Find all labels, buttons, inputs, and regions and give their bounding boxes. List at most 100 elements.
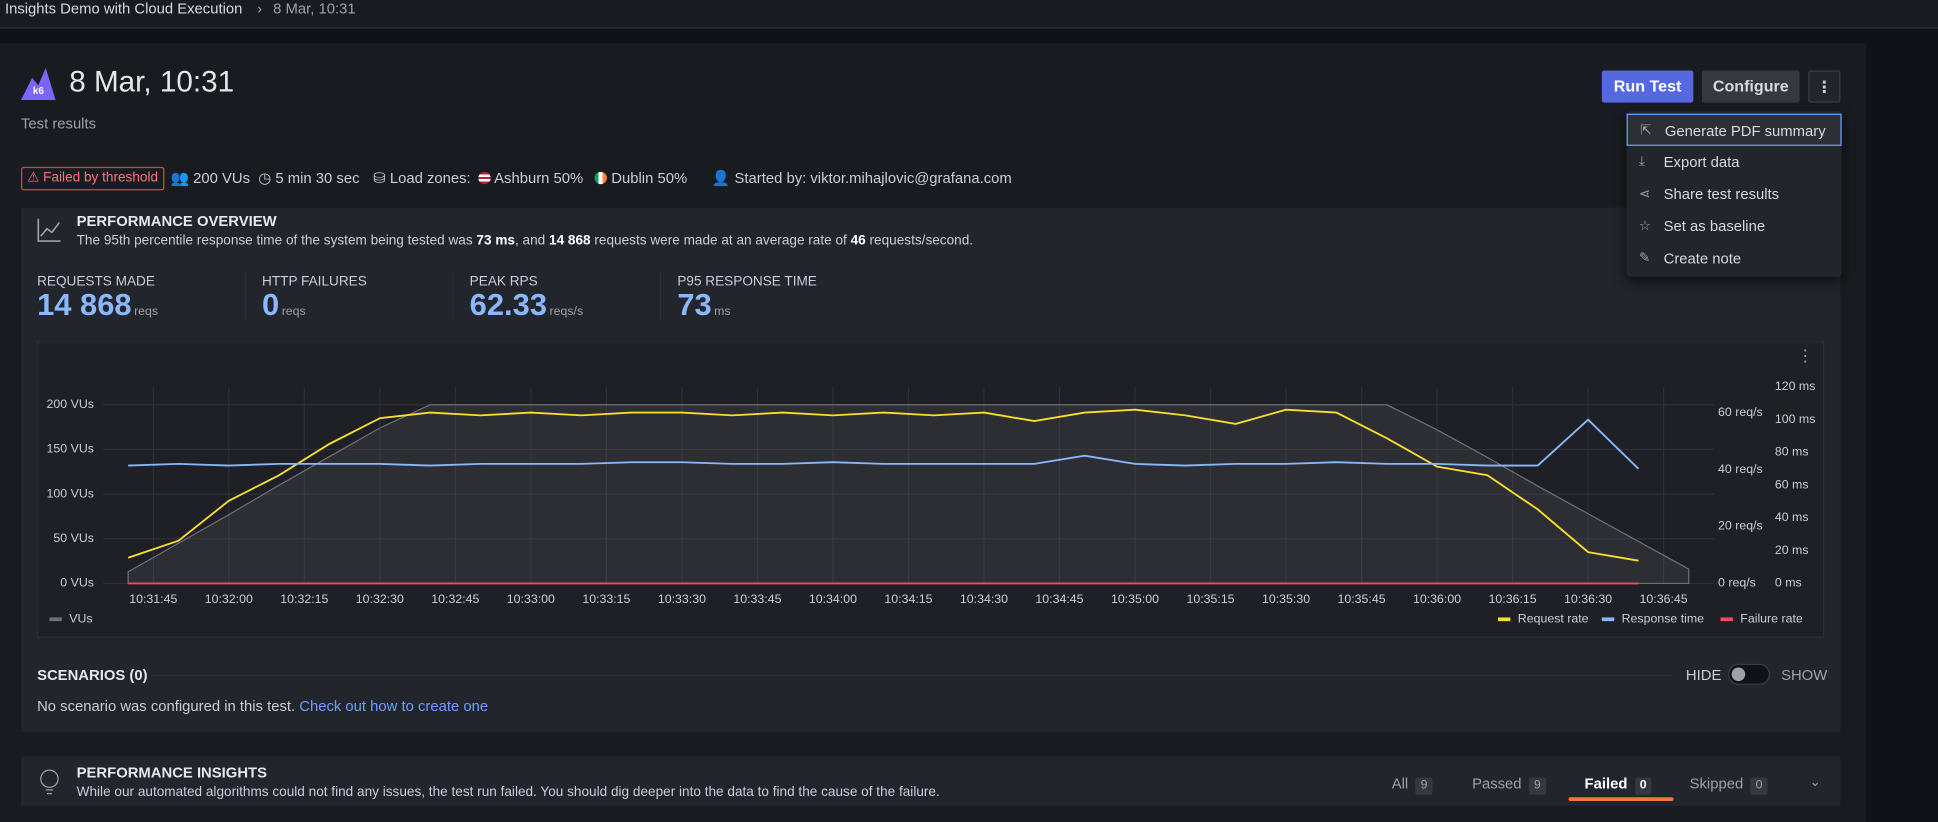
stat: 62.33 reqs/s	[470, 288, 583, 324]
zones-label: Load zones:	[389, 169, 471, 187]
menu-item[interactable]: ✎ Create note	[1627, 242, 1842, 274]
breadcrumb: 8 Mar, 10:31	[273, 0, 356, 18]
menu-label: Set as baseline	[1663, 217, 1766, 235]
started: Started by: viktor.mihajlovic@grafana.co…	[734, 169, 1012, 187]
stat-unit: reqs/s	[549, 305, 584, 319]
x-tick-label: 10:31:45	[129, 592, 177, 606]
x-tick-label: 10:33:45	[733, 592, 781, 606]
tab-underline	[1568, 797, 1674, 801]
menu-icon: ✎	[1638, 250, 1651, 266]
divider	[452, 271, 454, 322]
x-tick-label: 10:36:15	[1489, 592, 1537, 606]
us-flag	[478, 171, 491, 185]
menu-icon: ⇱	[1640, 123, 1652, 139]
tab-count: 9	[1415, 777, 1433, 795]
menu-icon: ⋖	[1638, 186, 1651, 202]
x-tick-label: 10:36:30	[1564, 592, 1612, 606]
menu-icon: ⤓	[1638, 154, 1645, 170]
toggle[interactable]	[1727, 663, 1770, 685]
meta-vus: 👥 200 VUs	[170, 169, 251, 187]
divider	[244, 271, 246, 322]
y-tick-label: 0 ms	[1775, 576, 1802, 590]
configure-button[interactable]: Configure	[1701, 70, 1800, 103]
scenarios-text: No scenario was configured in this test.…	[37, 697, 488, 714]
x-tick-label: 10:34:00	[809, 592, 857, 606]
y-tick-label: 80 ms	[1775, 445, 1809, 459]
y-tick-label: 40 req/s	[1718, 462, 1763, 476]
y-tick-label: 150 VUs	[47, 442, 94, 456]
ie-flag	[594, 171, 608, 185]
y-tick-label: 0 req/s	[1718, 576, 1756, 590]
menu-item[interactable]: ⤓ Export data	[1627, 146, 1842, 178]
y-tick-label: 100 ms	[1775, 412, 1816, 426]
stat: 73 ms	[677, 288, 730, 324]
tab-label: Failed	[1584, 775, 1628, 793]
vus: 200 VUs	[193, 169, 251, 187]
svg-text:k6: k6	[33, 86, 44, 97]
y-tick-label: 20 ms	[1775, 543, 1809, 557]
stat-unit: ms	[714, 305, 731, 319]
x-tick-label: 10:34:30	[960, 592, 1008, 606]
x-tick-label: 10:33:30	[658, 592, 706, 606]
chart-menu[interactable]: ⋮	[1797, 346, 1814, 365]
meta-started: 👤 Started by: viktor.mihajlovic@grafana.…	[711, 169, 1012, 187]
summary-part: 14 868	[549, 233, 591, 249]
summary-part: requests/second.	[865, 233, 974, 249]
insights-text: While our automated algorithms could not…	[76, 784, 940, 800]
scenarios-link[interactable]: Check out how to create one	[299, 697, 489, 715]
y-tick-label: 50 VUs	[53, 531, 94, 545]
more-button[interactable]: ⋮	[1808, 70, 1841, 103]
legend-label: Request rate	[1518, 612, 1589, 626]
stat: 14 868 reqs	[37, 288, 158, 324]
badge-text: Failed by threshold	[43, 170, 159, 186]
y-tick-label: 200 VUs	[47, 397, 94, 411]
stat-label: P95 RESPONSE TIME	[677, 274, 817, 290]
failed-badge: ⚠ Failed by threshold	[21, 166, 165, 191]
stat-value: 62.33	[469, 288, 548, 323]
menu-item[interactable]: ☆ Set as baseline	[1627, 210, 1842, 242]
y-tick-label: 120 ms	[1775, 379, 1816, 393]
insights-title: PERFORMANCE INSIGHTS	[76, 763, 267, 782]
hide-label: HIDE	[1685, 666, 1722, 684]
x-tick-label: 10:34:15	[884, 592, 932, 606]
subtitle: Test results	[21, 114, 97, 133]
summary-part: , and	[514, 233, 550, 249]
x-tick-label: 10:35:00	[1111, 592, 1159, 606]
overview-title: PERFORMANCE OVERVIEW	[76, 212, 277, 230]
tab[interactable]: Failed 0	[1585, 775, 1652, 795]
stat-value: 0	[262, 288, 280, 323]
x-tick-label: 10:32:30	[356, 592, 404, 606]
menu-item[interactable]: ⇱ Generate PDF summary	[1626, 113, 1842, 146]
y-tick-label: 60 ms	[1775, 477, 1809, 491]
line	[127, 408, 1639, 562]
stat-label: REQUESTS MADE	[37, 274, 155, 290]
tab[interactable]: All 9	[1392, 775, 1433, 795]
collapse[interactable]: ⌄	[1809, 775, 1821, 790]
scenarios-title: SCENARIOS (0)	[37, 666, 148, 684]
breadcrumb[interactable]: Insights Demo with Cloud Execution	[4, 0, 243, 18]
menu-label: Generate PDF summary	[1664, 122, 1826, 140]
tab-count: 0	[1750, 777, 1768, 795]
menu-item[interactable]: ⋖ Share test results	[1627, 178, 1842, 210]
stat-unit: reqs	[134, 305, 159, 319]
stat-label: HTTP FAILURES	[262, 274, 367, 290]
x-tick-label: 10:35:30	[1262, 592, 1310, 606]
tab-label: Skipped	[1689, 775, 1744, 793]
run-test-button[interactable]: Run Test	[1601, 70, 1694, 103]
menu-icon: ☆	[1638, 218, 1652, 234]
legend-label: VUs	[69, 612, 92, 626]
tab[interactable]: Passed 9	[1472, 775, 1546, 795]
duration: 5 min 30 sec	[275, 169, 360, 187]
legend-label: Failure rate	[1740, 612, 1803, 626]
summary-part: requests were made at an average rate of	[590, 233, 851, 249]
top-bar: Insights Demo with Cloud Execution › 8 M…	[0, 0, 1938, 29]
insights-icon	[40, 769, 59, 795]
x-tick-label: 10:33:15	[582, 592, 630, 606]
stat-label: PEAK RPS	[469, 274, 538, 290]
tab[interactable]: Skipped 0	[1690, 775, 1768, 795]
page-title: 8 Mar, 10:31	[69, 65, 235, 99]
chart: 10:31:45 10:32:00 10:32:15 10:32:30 10:32:45…	[47, 379, 1816, 626]
x-tick-label: 10:35:45	[1337, 592, 1385, 606]
tab-count: 9	[1528, 777, 1546, 795]
